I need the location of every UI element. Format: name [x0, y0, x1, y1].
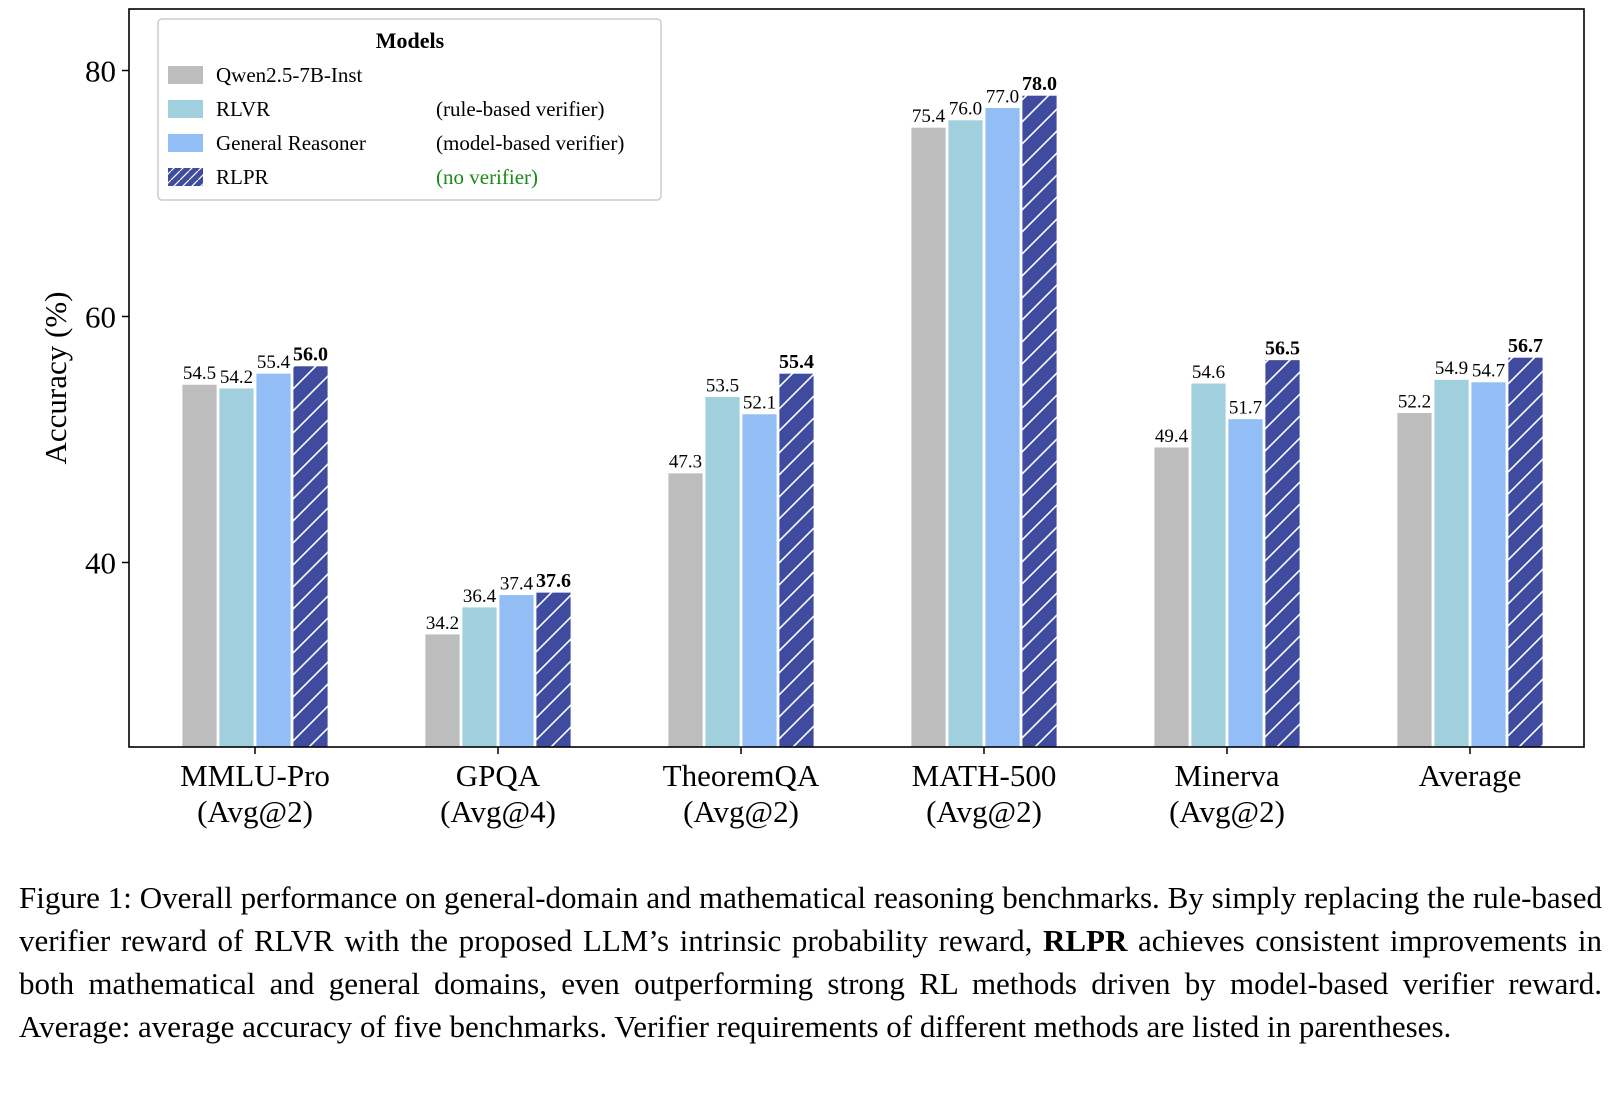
bar-rlpr-gpqa: [535, 591, 572, 748]
value-label-qwen2-5-7b-inst-gpqa: 34.2: [426, 613, 459, 634]
bar-general-reasoner-gpqa: [498, 593, 535, 748]
legend: Models Qwen2.5-7B-Inst RLVR (rule-based ve…: [157, 18, 662, 201]
legend-label-rlvr: RLVR: [216, 97, 270, 121]
bar-rlpr-mmlu-pro: [292, 365, 329, 748]
value-label-general-reasoner-minerva: 51.7: [1229, 398, 1262, 419]
y-tick-label: 60: [85, 300, 116, 335]
caption-text-2: achieves consistent improvements in both…: [19, 923, 1603, 1044]
value-label-rlpr-average: 56.7: [1508, 335, 1543, 357]
value-label-general-reasoner-math-500: 77.0: [986, 86, 1019, 107]
x-tick-label-theoremqa: TheoremQA: [663, 758, 820, 793]
value-label-qwen2-5-7b-inst-minerva: 49.4: [1155, 426, 1189, 447]
value-label-rlpr-theoremqa: 55.4: [779, 351, 814, 373]
bar-general-reasoner-mmlu-pro: [255, 372, 292, 748]
bar-rlvr-gpqa: [461, 606, 498, 748]
value-label-general-reasoner-theoremqa: 52.1: [743, 393, 776, 414]
caption-label: Figure 1:: [19, 880, 132, 915]
legend-note-rlpr: (no verifier): [436, 165, 538, 189]
bar-qwen2-5-7b-inst-gpqa: [424, 633, 461, 748]
value-label-rlvr-average: 54.9: [1435, 358, 1468, 379]
value-label-general-reasoner-mmlu-pro: 55.4: [257, 352, 291, 373]
y-tick-label: 40: [85, 546, 116, 581]
legend-swatch-rlvr: [168, 100, 203, 118]
value-label-general-reasoner-average: 54.7: [1472, 361, 1505, 382]
caption-bold-method: RLPR: [1042, 923, 1128, 958]
x-tick-label-math-500: MATH-500: [912, 758, 1057, 793]
value-label-rlpr-mmlu-pro: 56.0: [293, 344, 328, 366]
caption-text-1: Overall performance on general-domain an…: [19, 880, 1602, 958]
bar-rlpr-average: [1507, 356, 1544, 748]
value-label-qwen2-5-7b-inst-mmlu-pro: 54.5: [183, 363, 216, 384]
x-tick-label-gpqa: GPQA: [456, 758, 541, 793]
bar-rlvr-average: [1433, 378, 1470, 748]
value-label-qwen2-5-7b-inst-theoremqa: 47.3: [669, 452, 702, 473]
bar-rlpr-theoremqa: [778, 372, 815, 748]
plot-frame: [128, 8, 1585, 748]
bar-qwen2-5-7b-inst-average: [1396, 411, 1433, 748]
value-label-qwen2-5-7b-inst-average: 52.2: [1398, 391, 1431, 412]
x-tick-label-average: Average: [1419, 758, 1522, 793]
bar-general-reasoner-math-500: [984, 106, 1021, 748]
bar-qwen2-5-7b-inst-theoremqa: [667, 472, 704, 748]
bar-rlpr-minerva: [1264, 358, 1301, 748]
x-tick-sublabel-math-500: (Avg@2): [926, 794, 1042, 829]
value-label-rlvr-minerva: 54.6: [1192, 362, 1225, 383]
legend-swatch-general-reasoner: [168, 134, 203, 152]
bar-rlvr-mmlu-pro: [218, 387, 255, 748]
bar-rlvr-math-500: [947, 119, 984, 748]
bar-rlvr-minerva: [1190, 382, 1227, 748]
legend-label-rlpr: RLPR: [216, 165, 269, 189]
value-label-qwen2-5-7b-inst-math-500: 75.4: [912, 106, 946, 127]
figure-caption: Figure 1: Overall performance on general…: [19, 876, 1602, 1048]
y-tick-label: 80: [85, 54, 116, 89]
legend-swatch-qwen2-5-7b-inst: [168, 66, 203, 84]
y-axis-label: Accuracy (%): [38, 292, 73, 465]
legend-note-general-reasoner: (model-based verifier): [436, 131, 624, 155]
bar-qwen2-5-7b-inst-mmlu-pro: [181, 383, 218, 748]
bar-rlpr-math-500: [1021, 94, 1058, 748]
value-label-rlvr-math-500: 76.0: [949, 99, 982, 120]
legend-note-rlvr: (rule-based verifier): [436, 97, 604, 121]
x-tick-sublabel-theoremqa: (Avg@2): [683, 794, 799, 829]
bar-chart: 54.5 34.2 47.3 75.4 49.4 52.2 54.2 36.4 53.5 76.0…: [38, 8, 1585, 829]
value-label-general-reasoner-gpqa: 37.4: [500, 573, 534, 594]
x-tick-label-mmlu-pro: MMLU-Pro: [180, 758, 330, 793]
bar-qwen2-5-7b-inst-math-500: [910, 126, 947, 748]
value-label-rlpr-minerva: 56.5: [1265, 338, 1300, 360]
bar-general-reasoner-theoremqa: [741, 413, 778, 748]
x-tick-label-minerva: Minerva: [1174, 758, 1279, 793]
value-label-rlvr-theoremqa: 53.5: [706, 375, 739, 396]
value-label-rlpr-math-500: 78.0: [1022, 73, 1057, 95]
x-tick-sublabel-minerva: (Avg@2): [1169, 794, 1285, 829]
legend-swatch-rlpr: [168, 168, 203, 186]
bar-general-reasoner-average: [1470, 381, 1507, 748]
x-tick-sublabel-gpqa: (Avg@4): [440, 794, 556, 829]
value-label-rlvr-gpqa: 36.4: [463, 586, 497, 607]
bar-general-reasoner-minerva: [1227, 417, 1264, 748]
bar-qwen2-5-7b-inst-minerva: [1153, 446, 1190, 748]
value-label-rlvr-mmlu-pro: 54.2: [220, 367, 253, 388]
legend-label-qwen2-5-7b-inst: Qwen2.5-7B-Inst: [216, 63, 363, 87]
x-tick-sublabel-mmlu-pro: (Avg@2): [197, 794, 313, 829]
legend-title: Models: [376, 28, 445, 53]
bar-rlvr-theoremqa: [704, 395, 741, 748]
legend-frame: [157, 18, 662, 201]
legend-label-general-reasoner: General Reasoner: [216, 131, 366, 155]
value-label-rlpr-gpqa: 37.6: [536, 570, 571, 592]
